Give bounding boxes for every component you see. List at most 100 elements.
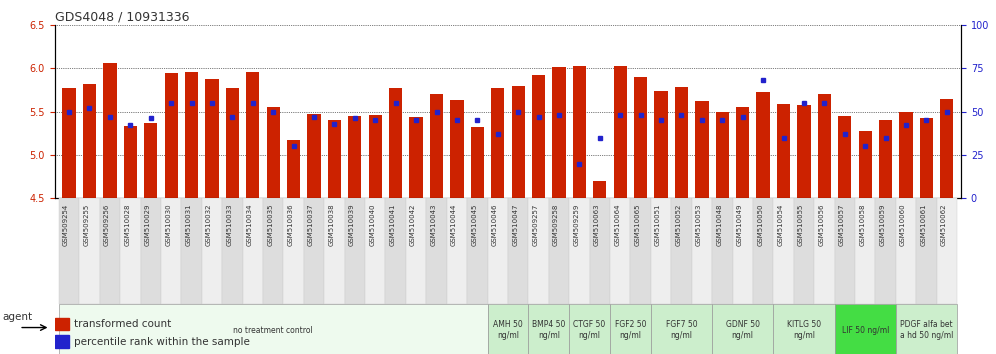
Bar <box>528 304 569 354</box>
Bar <box>839 116 852 198</box>
Text: KITLG 50
ng/ml: KITLG 50 ng/ml <box>787 320 821 340</box>
Bar <box>121 198 140 304</box>
Text: GSM510052: GSM510052 <box>675 204 681 246</box>
Bar <box>430 94 443 198</box>
Text: BMP4 50
ng/ml: BMP4 50 ng/ml <box>532 320 566 340</box>
Bar <box>426 198 447 304</box>
Bar <box>55 335 69 348</box>
Bar <box>814 198 835 304</box>
Bar <box>532 75 545 198</box>
Text: GSM510061: GSM510061 <box>920 204 926 246</box>
Bar <box>716 112 729 198</box>
Bar <box>226 88 239 198</box>
Bar <box>366 198 385 304</box>
Bar <box>835 304 895 354</box>
Text: GSM509255: GSM509255 <box>84 204 90 246</box>
Bar <box>654 91 667 198</box>
Bar <box>325 198 345 304</box>
Bar <box>650 304 712 354</box>
Text: GDNF 50
ng/ml: GDNF 50 ng/ml <box>726 320 760 340</box>
Bar <box>385 198 406 304</box>
Bar <box>916 198 936 304</box>
Bar <box>818 94 831 198</box>
Bar <box>243 198 263 304</box>
Text: GSM510038: GSM510038 <box>329 204 335 246</box>
Bar <box>675 87 688 198</box>
Bar <box>573 65 586 198</box>
Text: GSM510065: GSM510065 <box>634 204 640 246</box>
Bar <box>181 198 202 304</box>
Bar <box>594 181 607 198</box>
Text: GSM510046: GSM510046 <box>492 204 498 246</box>
Bar <box>287 140 300 198</box>
Text: GSM510048: GSM510048 <box>716 204 722 246</box>
Bar <box>222 198 243 304</box>
Text: GSM510060: GSM510060 <box>900 204 906 246</box>
Bar <box>304 198 325 304</box>
Bar <box>349 116 362 198</box>
Text: GSM510029: GSM510029 <box>144 204 150 246</box>
Text: CTGF 50
ng/ml: CTGF 50 ng/ml <box>574 320 606 340</box>
Text: GSM509257: GSM509257 <box>533 204 539 246</box>
Bar <box>447 198 467 304</box>
Text: GSM510030: GSM510030 <box>165 204 171 246</box>
Bar <box>100 198 121 304</box>
Text: GSM510059: GSM510059 <box>879 204 885 246</box>
Bar <box>328 120 341 198</box>
Text: GSM510042: GSM510042 <box>410 204 416 246</box>
Text: GSM510040: GSM510040 <box>370 204 375 246</box>
Bar <box>732 198 753 304</box>
Text: FGF7 50
ng/ml: FGF7 50 ng/ml <box>665 320 697 340</box>
Bar <box>80 198 100 304</box>
Text: GSM510034: GSM510034 <box>247 204 253 246</box>
Bar <box>63 88 76 198</box>
Bar <box>140 198 161 304</box>
Text: GSM510051: GSM510051 <box>655 204 661 246</box>
Bar <box>794 198 814 304</box>
Bar <box>284 198 304 304</box>
Text: GSM510053: GSM510053 <box>696 204 702 246</box>
Bar <box>757 92 770 198</box>
Text: GDS4048 / 10931336: GDS4048 / 10931336 <box>55 11 189 24</box>
Text: GSM509259: GSM509259 <box>574 204 580 246</box>
Text: GSM509256: GSM509256 <box>104 204 110 246</box>
Bar <box>712 198 732 304</box>
Text: GSM509254: GSM509254 <box>63 204 69 246</box>
Bar <box>369 115 381 198</box>
Bar <box>855 198 875 304</box>
Bar <box>185 73 198 198</box>
Bar <box>671 198 691 304</box>
Text: GSM510049: GSM510049 <box>737 204 743 246</box>
Bar <box>491 88 504 198</box>
Bar <box>508 198 528 304</box>
Text: GSM510064: GSM510064 <box>615 204 621 246</box>
Text: GSM510063: GSM510063 <box>594 204 600 246</box>
Bar <box>553 67 566 198</box>
Bar <box>712 304 773 354</box>
Bar <box>773 198 794 304</box>
Text: GSM510058: GSM510058 <box>860 204 866 246</box>
Bar <box>736 107 749 198</box>
Text: agent: agent <box>3 312 33 322</box>
Text: GSM510037: GSM510037 <box>308 204 314 246</box>
Bar <box>919 118 933 198</box>
Bar <box>895 304 957 354</box>
Bar <box>875 198 895 304</box>
Bar <box>467 198 488 304</box>
Text: GSM510044: GSM510044 <box>451 204 457 246</box>
Text: GSM510054: GSM510054 <box>778 204 784 246</box>
Bar <box>263 198 284 304</box>
Bar <box>899 112 912 198</box>
Bar <box>104 63 117 198</box>
Bar <box>549 198 569 304</box>
Text: no treatment control: no treatment control <box>233 326 313 335</box>
Bar <box>488 198 508 304</box>
Bar <box>859 131 872 198</box>
Bar <box>650 198 671 304</box>
Text: GSM510043: GSM510043 <box>430 204 436 246</box>
Bar <box>471 127 484 198</box>
Text: GSM510033: GSM510033 <box>226 204 232 246</box>
Bar <box>409 117 422 198</box>
Bar <box>590 198 610 304</box>
Text: AMH 50
ng/ml: AMH 50 ng/ml <box>493 320 523 340</box>
